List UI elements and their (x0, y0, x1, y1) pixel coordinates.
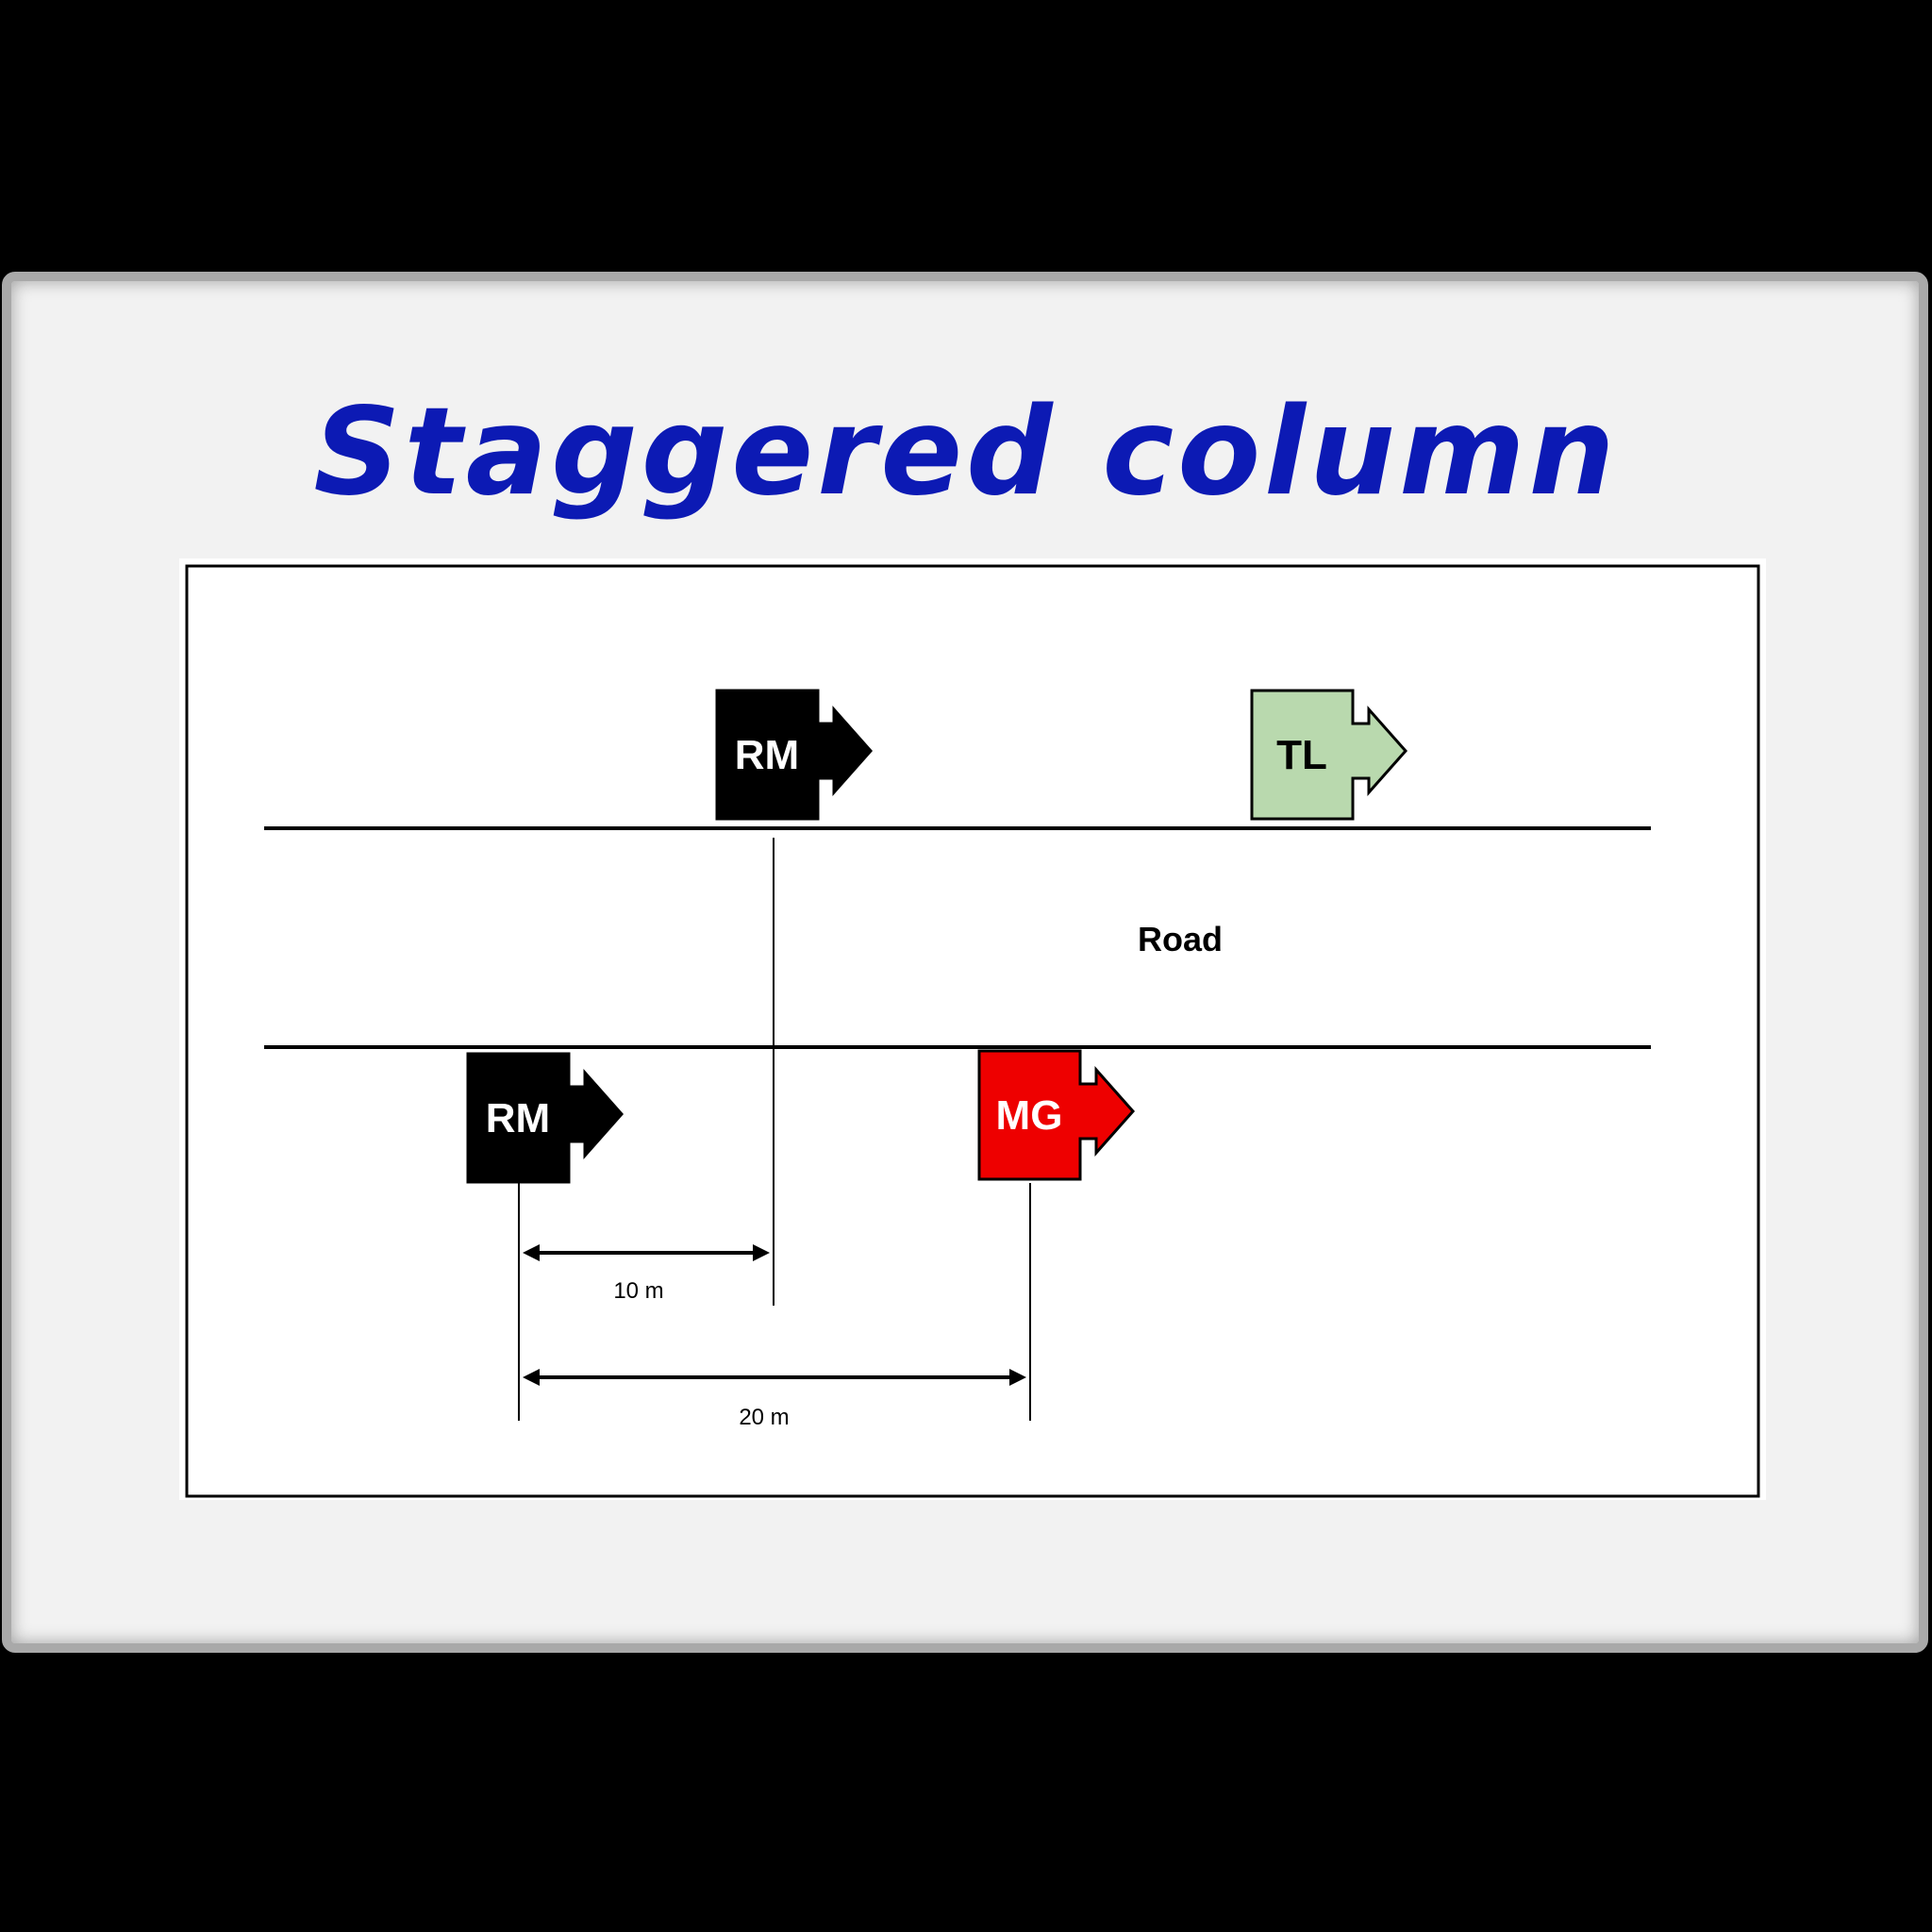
dimension-10m: 10 m (523, 1244, 770, 1304)
unit-mg-label: MG (996, 1092, 1063, 1139)
arrowhead-right-icon (1009, 1369, 1026, 1386)
unit-rm-top: RM (715, 689, 874, 821)
unit-rm-bottom: RM (466, 1052, 625, 1184)
formation-diagram: Road RM TL RM MG (179, 558, 1766, 1500)
unit-tl-shape (1250, 689, 1408, 821)
unit-tl-label: TL (1276, 732, 1327, 778)
unit-mg: MG (977, 1049, 1136, 1181)
arrowhead-left-icon (523, 1369, 540, 1386)
slide-title: Staggered column (313, 382, 1619, 523)
unit-rm-bottom-label: RM (486, 1095, 550, 1141)
diagram-canvas: Road RM TL RM MG (185, 564, 1760, 1498)
unit-rm-top-shape (715, 689, 874, 821)
unit-tl: TL (1250, 689, 1408, 821)
dimension-20m: 20 m (523, 1369, 1026, 1430)
unit-mg-shape (977, 1049, 1136, 1181)
diagram-border (185, 564, 1760, 1498)
unit-rm-top-label: RM (735, 732, 799, 778)
unit-rm-bottom-shape (466, 1052, 625, 1184)
arrowhead-right-icon (753, 1244, 770, 1261)
road-label: Road (1138, 920, 1223, 958)
arrowhead-left-icon (523, 1244, 540, 1261)
dimension-20m-label: 20 m (739, 1405, 789, 1430)
dimension-10m-label: 10 m (613, 1278, 663, 1304)
